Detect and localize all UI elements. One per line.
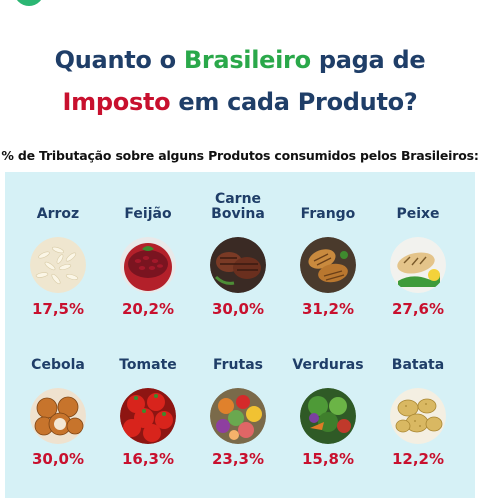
product-card: Frango 31,2%	[283, 186, 373, 336]
product-tax-percent: 30,0%	[211, 300, 265, 318]
tomato-icon	[120, 388, 176, 444]
product-tax-percent: 16,3%	[121, 450, 175, 468]
product-name: Carne Bovina	[211, 191, 265, 222]
product-card: Arroz 17,5%	[13, 186, 103, 336]
title-highlight-imposto: Imposto	[62, 88, 171, 116]
vegetables-icon	[300, 388, 356, 444]
fruits-icon	[210, 388, 266, 444]
product-name: Frango	[300, 206, 356, 222]
potato-icon	[390, 388, 446, 444]
title-highlight-brasileiro: Brasileiro	[183, 46, 311, 74]
product-tax-percent: 31,2%	[301, 300, 355, 318]
onion-icon	[30, 388, 86, 444]
product-card: Frutas 23,3%	[193, 344, 283, 494]
product-tax-percent: 27,6%	[391, 300, 445, 318]
title-part: Quanto o	[54, 46, 184, 74]
page-title-line1: Quanto o Brasileiro paga de	[0, 46, 480, 74]
title-part: paga de	[310, 46, 426, 74]
product-tax-percent: 15,8%	[301, 450, 355, 468]
product-name: Feijão	[124, 206, 172, 222]
beans-icon	[120, 237, 176, 293]
product-name: Frutas	[212, 357, 263, 373]
products-row: Arroz 17,5%	[5, 186, 475, 336]
product-name: Tomate	[119, 357, 177, 373]
product-card: Peixe 27,6%	[373, 186, 463, 336]
product-name: Batata	[391, 357, 445, 373]
product-name: Arroz	[36, 206, 80, 222]
products-panel: Arroz 17,5%	[5, 172, 475, 498]
logo-icon	[14, 0, 44, 6]
subtitle: % de Tributação sobre alguns Produtos co…	[1, 148, 479, 163]
title-part: em cada Produto?	[170, 88, 418, 116]
product-card: Tomate 16,3%	[103, 344, 193, 494]
product-card: Cebola 30,0%	[13, 344, 103, 494]
rice-icon	[30, 237, 86, 293]
products-row: Cebola 30,0% Tomate	[5, 344, 475, 494]
product-tax-percent: 23,3%	[211, 450, 265, 468]
product-tax-percent: 12,2%	[391, 450, 445, 468]
product-name: Cebola	[31, 357, 85, 373]
product-card: Batata 12,2%	[373, 344, 463, 494]
product-tax-percent: 30,0%	[31, 450, 85, 468]
product-name: Verduras	[292, 357, 364, 373]
fish-icon	[390, 237, 446, 293]
product-card: Verduras 15,8%	[283, 344, 373, 494]
product-name: Peixe	[396, 206, 440, 222]
product-card: Feijão 20,2%	[103, 186, 193, 336]
product-tax-percent: 17,5%	[31, 300, 85, 318]
product-card: Carne Bovina 30,0%	[193, 186, 283, 336]
beef-icon	[210, 237, 266, 293]
chicken-icon	[300, 237, 356, 293]
page-title-line2: Imposto em cada Produto?	[0, 88, 480, 116]
product-tax-percent: 20,2%	[121, 300, 175, 318]
